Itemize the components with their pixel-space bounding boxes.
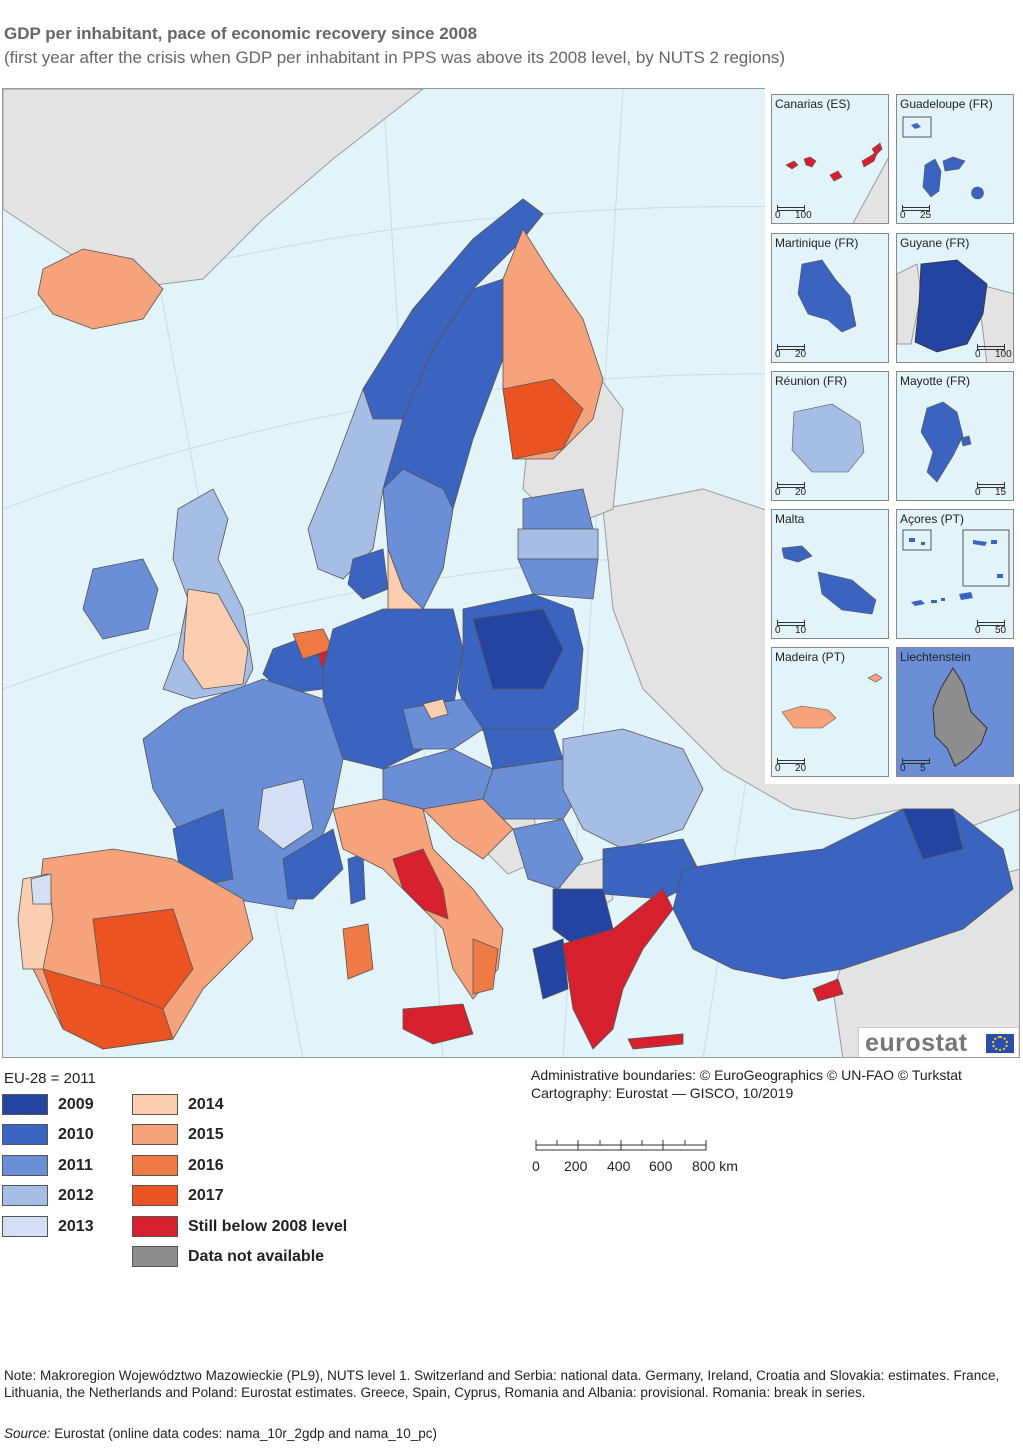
- footnote: Note: Makroregion Województwo Mazowiecki…: [4, 1368, 1000, 1400]
- inset-scale: 0 10: [775, 620, 835, 636]
- region-corse[interactable]: [347, 853, 366, 905]
- region-romania[interactable]: [562, 728, 704, 850]
- legend-swatch: [132, 1155, 178, 1176]
- region-sardegna[interactable]: [342, 923, 374, 980]
- inset-label: Réunion (FR): [775, 374, 848, 388]
- inset-malta-map: [781, 545, 877, 615]
- inset-scale: 0 100: [975, 344, 1012, 360]
- legend-swatch: [132, 1124, 178, 1145]
- region-sicilia[interactable]: [402, 1003, 474, 1045]
- legend-swatch: [2, 1124, 48, 1145]
- region-latvia[interactable]: [517, 528, 599, 560]
- region-ireland[interactable]: [82, 558, 159, 640]
- inset-malta[interactable]: Malta 0 10: [771, 509, 889, 639]
- inset-scale: 0 20: [775, 344, 835, 360]
- inset-guyane[interactable]: Guyane (FR) 0 100: [896, 233, 1014, 363]
- legend-swatch: [2, 1185, 48, 1206]
- inset-scale: 0 25: [900, 205, 960, 221]
- legend-swatch: [132, 1185, 178, 1206]
- scale-tick: 800 km: [692, 1158, 738, 1174]
- inset-guadeloupe-map: [902, 116, 984, 200]
- region-lazio-umbria[interactable]: [392, 848, 449, 920]
- eu-flag-icon: [986, 1034, 1014, 1053]
- inset-martinique-map: [797, 259, 857, 333]
- region-france-centre[interactable]: [257, 778, 314, 850]
- inset-canarias-map: [785, 142, 888, 223]
- attribution-cartography: Cartography: Eurostat — GISCO, 10/2019: [531, 1085, 794, 1101]
- inset-mayotte[interactable]: Mayotte (FR) 0 15: [896, 371, 1014, 501]
- inset-reunion-map: [791, 403, 865, 473]
- inset-label: Liechtenstein: [900, 650, 971, 664]
- region-kriti[interactable]: [627, 1033, 684, 1050]
- region-poland-central[interactable]: [472, 608, 564, 690]
- region-france-se[interactable]: [282, 828, 344, 900]
- inset-label: Canarias (ES): [775, 97, 851, 111]
- inset-madeira-map: [781, 673, 883, 729]
- inset-guyane-map: [897, 259, 1013, 362]
- map-title: GDP per inhabitant, pace of economic rec…: [4, 24, 478, 43]
- inset-scale: 0 15: [975, 482, 1009, 498]
- inset-scale: 0 50: [975, 620, 1009, 636]
- region-serbia[interactable]: [512, 818, 584, 890]
- region-cyprus[interactable]: [812, 978, 844, 1002]
- inset-madeira[interactable]: Madeira (PT) 0 20: [771, 647, 889, 777]
- inset-reunion[interactable]: Réunion (FR) 0 20: [771, 371, 889, 501]
- scale-bar: 0 200 400 600 800 km: [530, 1138, 760, 1178]
- scale-tick: 400: [607, 1158, 631, 1174]
- inset-canarias[interactable]: Canarias (ES) 0 100: [771, 94, 889, 224]
- inset-mayotte-map: [920, 401, 972, 483]
- region-croatia[interactable]: [422, 798, 514, 860]
- inset-label: Madeira (PT): [775, 650, 846, 664]
- region-praha[interactable]: [422, 698, 449, 720]
- inset-liechtenstein-map: [932, 667, 988, 767]
- inset-label: Açores (PT): [900, 512, 965, 526]
- inset-label: Guadeloupe (FR): [900, 97, 993, 111]
- inset-martinique[interactable]: Martinique (FR) 0 20: [771, 233, 889, 363]
- region-lithuania[interactable]: [517, 558, 599, 600]
- region-calabria[interactable]: [472, 938, 499, 995]
- legend-swatch: [132, 1216, 178, 1237]
- inset-scale: 0 20: [775, 482, 835, 498]
- region-albania[interactable]: [532, 938, 569, 1000]
- region-uk-england[interactable]: [182, 588, 249, 690]
- scale-tick: 0: [532, 1158, 540, 1174]
- inset-panel: Canarias (ES) 0 100 Guadeloupe (FR) 0 25 M…: [765, 88, 1020, 784]
- inset-acores-map: [902, 529, 1010, 606]
- inset-label: Martinique (FR): [775, 236, 859, 250]
- legend-swatch: [2, 1155, 48, 1176]
- legend-swatch: [2, 1094, 48, 1115]
- region-denmark[interactable]: [347, 548, 389, 600]
- legend-swatch: [132, 1094, 178, 1115]
- source-text: Eurostat (online data codes: nama_10r_2g…: [50, 1426, 438, 1441]
- region-czechia[interactable]: [402, 698, 484, 750]
- region-turkey-east[interactable]: [902, 808, 964, 860]
- inset-label: Mayotte (FR): [900, 374, 971, 388]
- source-label: Source:: [4, 1426, 51, 1441]
- scale-bar-graphic: [535, 1140, 707, 1151]
- inset-acores[interactable]: Açores (PT) 0 50: [896, 509, 1014, 639]
- region-iceland[interactable]: [37, 248, 164, 330]
- eurostat-logo: eurostat: [858, 1027, 1018, 1057]
- source-line: Source: Eurostat (online data codes: nam…: [4, 1426, 437, 1441]
- legend-eu-average: EU-28 = 2011: [4, 1070, 96, 1087]
- region-finland-south[interactable]: [502, 378, 584, 460]
- legend-swatch: [2, 1216, 48, 1237]
- inset-guadeloupe[interactable]: Guadeloupe (FR) 0 25: [896, 94, 1014, 224]
- region-andalucia[interactable]: [42, 968, 174, 1050]
- scale-tick: 600: [649, 1158, 673, 1174]
- scale-tick: 200: [564, 1158, 588, 1174]
- inset-scale: 0 20: [775, 758, 835, 774]
- map-subtitle: (first year after the crisis when GDP pe…: [4, 48, 786, 67]
- inset-label: Malta: [775, 512, 805, 526]
- attribution: Administrative boundaries: © EuroGeograp…: [531, 1066, 962, 1102]
- region-portugal-north[interactable]: [30, 873, 52, 905]
- inset-scale: 0 100: [775, 205, 835, 221]
- attribution-boundaries: Administrative boundaries: © EuroGeograp…: [531, 1067, 962, 1083]
- legend-swatch: [132, 1246, 178, 1267]
- region-greece[interactable]: [562, 888, 674, 1050]
- inset-label: Guyane (FR): [900, 236, 970, 250]
